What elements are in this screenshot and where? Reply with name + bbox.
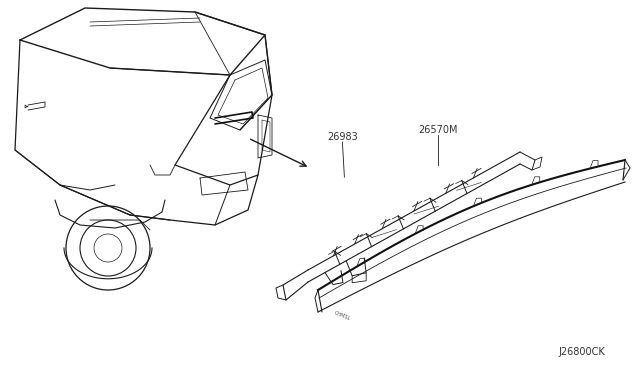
Text: 26570M: 26570M — [419, 125, 458, 135]
Text: CHMSL: CHMSL — [333, 310, 351, 321]
Text: 26983: 26983 — [327, 132, 358, 142]
Text: J26800CK: J26800CK — [558, 347, 605, 357]
